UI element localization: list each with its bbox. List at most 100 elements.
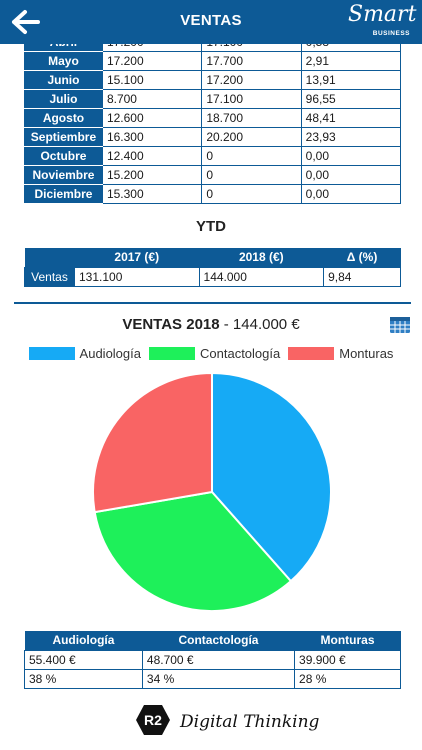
- table-row: Diciembre 15.300 0 0,00: [24, 184, 401, 204]
- table-grid-icon: [390, 317, 410, 333]
- value-2018-cell: 17.200: [201, 70, 302, 90]
- delta-percent-cell: 0,00: [300, 165, 401, 185]
- delta-percent-cell: 96,55: [300, 89, 401, 109]
- value-2018-cell: 0: [201, 184, 302, 204]
- ytd-title: YTD: [196, 218, 226, 235]
- value-2018-cell: 18.700: [201, 108, 302, 128]
- pie-slice[interactable]: [92, 371, 213, 514]
- legend-label: Monturas: [339, 346, 394, 361]
- monthly-sales-table: Abril17.20017.1000,58Mayo17.20017.7002,9…: [24, 44, 401, 204]
- percent-contactologia: 34 %: [141, 668, 296, 689]
- amount-audiologia: 55.400 €: [24, 649, 143, 670]
- percent-monturas: 28 %: [294, 668, 401, 689]
- breakdown-header-contactologia: Contactología: [142, 631, 295, 650]
- logo-sub-text: BUSINESS: [372, 30, 410, 37]
- table-row: Ventas 131.100 144.000 9,84: [24, 266, 401, 287]
- r2-digital-thinking-logo: R2 Digital Thinking: [136, 705, 320, 735]
- month-name-cell: Mayo: [24, 51, 103, 71]
- breakdown-table: Audiología Contactología Monturas 55.400…: [24, 631, 401, 689]
- delta-percent-cell: 23,93: [300, 127, 401, 147]
- legend-swatch: [28, 347, 75, 360]
- table-row: Junio 15.100 17.200 13,91: [24, 70, 401, 90]
- chart-title-total: - 144.000 €: [219, 316, 300, 333]
- logo-script-text: Smart: [348, 2, 417, 27]
- delta-percent-cell: 0,00: [300, 146, 401, 166]
- table-row: Agosto 12.600 18.700 48,41: [24, 108, 401, 128]
- month-name-cell: Septiembre: [24, 127, 103, 147]
- pie-slice[interactable]: [93, 490, 293, 612]
- legend-item[interactable]: Contactología: [149, 346, 280, 361]
- delta-percent-cell: 13,91: [300, 70, 401, 90]
- value-2017-cell: 15.200: [101, 165, 203, 185]
- legend-label: Contactología: [200, 346, 281, 361]
- month-name-cell: Julio: [24, 89, 103, 109]
- month-name-cell: Junio: [24, 70, 103, 90]
- value-2017-cell: 17.200: [101, 51, 203, 71]
- delta-percent-cell: 0,58: [300, 44, 401, 52]
- legend-item[interactable]: Audiología: [28, 346, 141, 361]
- ytd-header-empty: [24, 248, 75, 267]
- amount-contactologia: 48.700 €: [141, 649, 296, 670]
- value-2017-cell: 16.300: [101, 127, 203, 147]
- chart-title: VENTAS 2018 - 144.000 €: [0, 316, 422, 333]
- table-row: Julio 8.700 17.100 96,55: [24, 89, 401, 109]
- page-title: VENTAS: [180, 12, 242, 29]
- back-button[interactable]: [10, 8, 44, 36]
- top-app-bar: VENTAS Smart BUSINESS: [0, 0, 422, 44]
- legend-label: Audiología: [79, 346, 141, 361]
- legend-swatch: [288, 347, 335, 360]
- pie-chart: [92, 371, 332, 612]
- month-name-cell: Abril: [24, 44, 103, 52]
- table-view-button[interactable]: [389, 316, 411, 334]
- value-2017-cell: 15.100: [101, 70, 203, 90]
- brand-mark-text: R2: [144, 712, 162, 728]
- delta-percent-cell: 0,00: [300, 184, 401, 204]
- section-divider: [14, 302, 411, 304]
- value-2018-cell: 0: [201, 165, 302, 185]
- ytd-row-label: Ventas: [24, 266, 75, 287]
- table-row: 38 % 34 % 28 %: [24, 668, 401, 689]
- value-2018-cell: 0: [201, 146, 302, 166]
- value-2018-cell: 17.100: [201, 44, 302, 52]
- amount-monturas: 39.900 €: [294, 649, 401, 670]
- value-2017-cell: 8.700: [101, 89, 203, 109]
- ytd-value-2018: 144.000: [198, 266, 325, 287]
- breakdown-header-audiologia: Audiología: [24, 631, 143, 650]
- month-name-cell: Diciembre: [24, 184, 103, 204]
- month-name-cell: Noviembre: [24, 165, 103, 185]
- value-2017-cell: 15.300: [101, 184, 203, 204]
- ytd-header-2018: 2018 (€): [199, 248, 324, 267]
- table-row: Septiembre 16.300 20.200 23,93: [24, 127, 401, 147]
- breakdown-header-monturas: Monturas: [294, 631, 401, 650]
- table-row: 55.400 € 48.700 € 39.900 €: [24, 649, 401, 670]
- legend-item[interactable]: Monturas: [288, 346, 393, 361]
- chart-title-strong: VENTAS 2018: [122, 316, 220, 333]
- value-2017-cell: 12.400: [101, 146, 203, 166]
- value-2018-cell: 17.700: [201, 51, 302, 71]
- back-arrow-icon: [12, 10, 40, 34]
- percent-audiologia: 38 %: [24, 668, 143, 689]
- monthly-table-scroll[interactable]: Abril17.20017.1000,58Mayo17.20017.7002,9…: [24, 44, 401, 204]
- ytd-table: 2017 (€) 2018 (€) Δ (%) Ventas 131.100 1…: [24, 248, 401, 287]
- brand-text: Digital Thinking: [179, 712, 320, 732]
- ytd-value-delta: 9,84: [323, 266, 401, 287]
- value-2018-cell: 17.100: [201, 89, 302, 109]
- pie-slice[interactable]: [211, 371, 332, 583]
- value-2017-cell: 12.600: [101, 108, 203, 128]
- ytd-header-2017: 2017 (€): [74, 248, 200, 267]
- table-row: Mayo 17.200 17.700 2,91: [24, 51, 401, 71]
- table-row: Noviembre 15.200 0 0,00: [24, 165, 401, 185]
- ytd-header-delta: Δ (%): [323, 248, 401, 267]
- month-name-cell: Octubre: [24, 146, 103, 166]
- ytd-value-2017: 131.100: [74, 266, 200, 287]
- value-2018-cell: 20.200: [201, 127, 302, 147]
- value-2017-cell: 17.200: [101, 44, 203, 52]
- delta-percent-cell: 48,41: [300, 108, 401, 128]
- month-name-cell: Agosto: [24, 108, 103, 128]
- table-row: Octubre 12.400 0 0,00: [24, 146, 401, 166]
- chart-legend: Audiología Contactología Monturas: [0, 346, 422, 361]
- delta-percent-cell: 2,91: [300, 51, 401, 71]
- smart-business-logo: Smart BUSINESS: [346, 2, 416, 44]
- legend-swatch: [149, 347, 195, 360]
